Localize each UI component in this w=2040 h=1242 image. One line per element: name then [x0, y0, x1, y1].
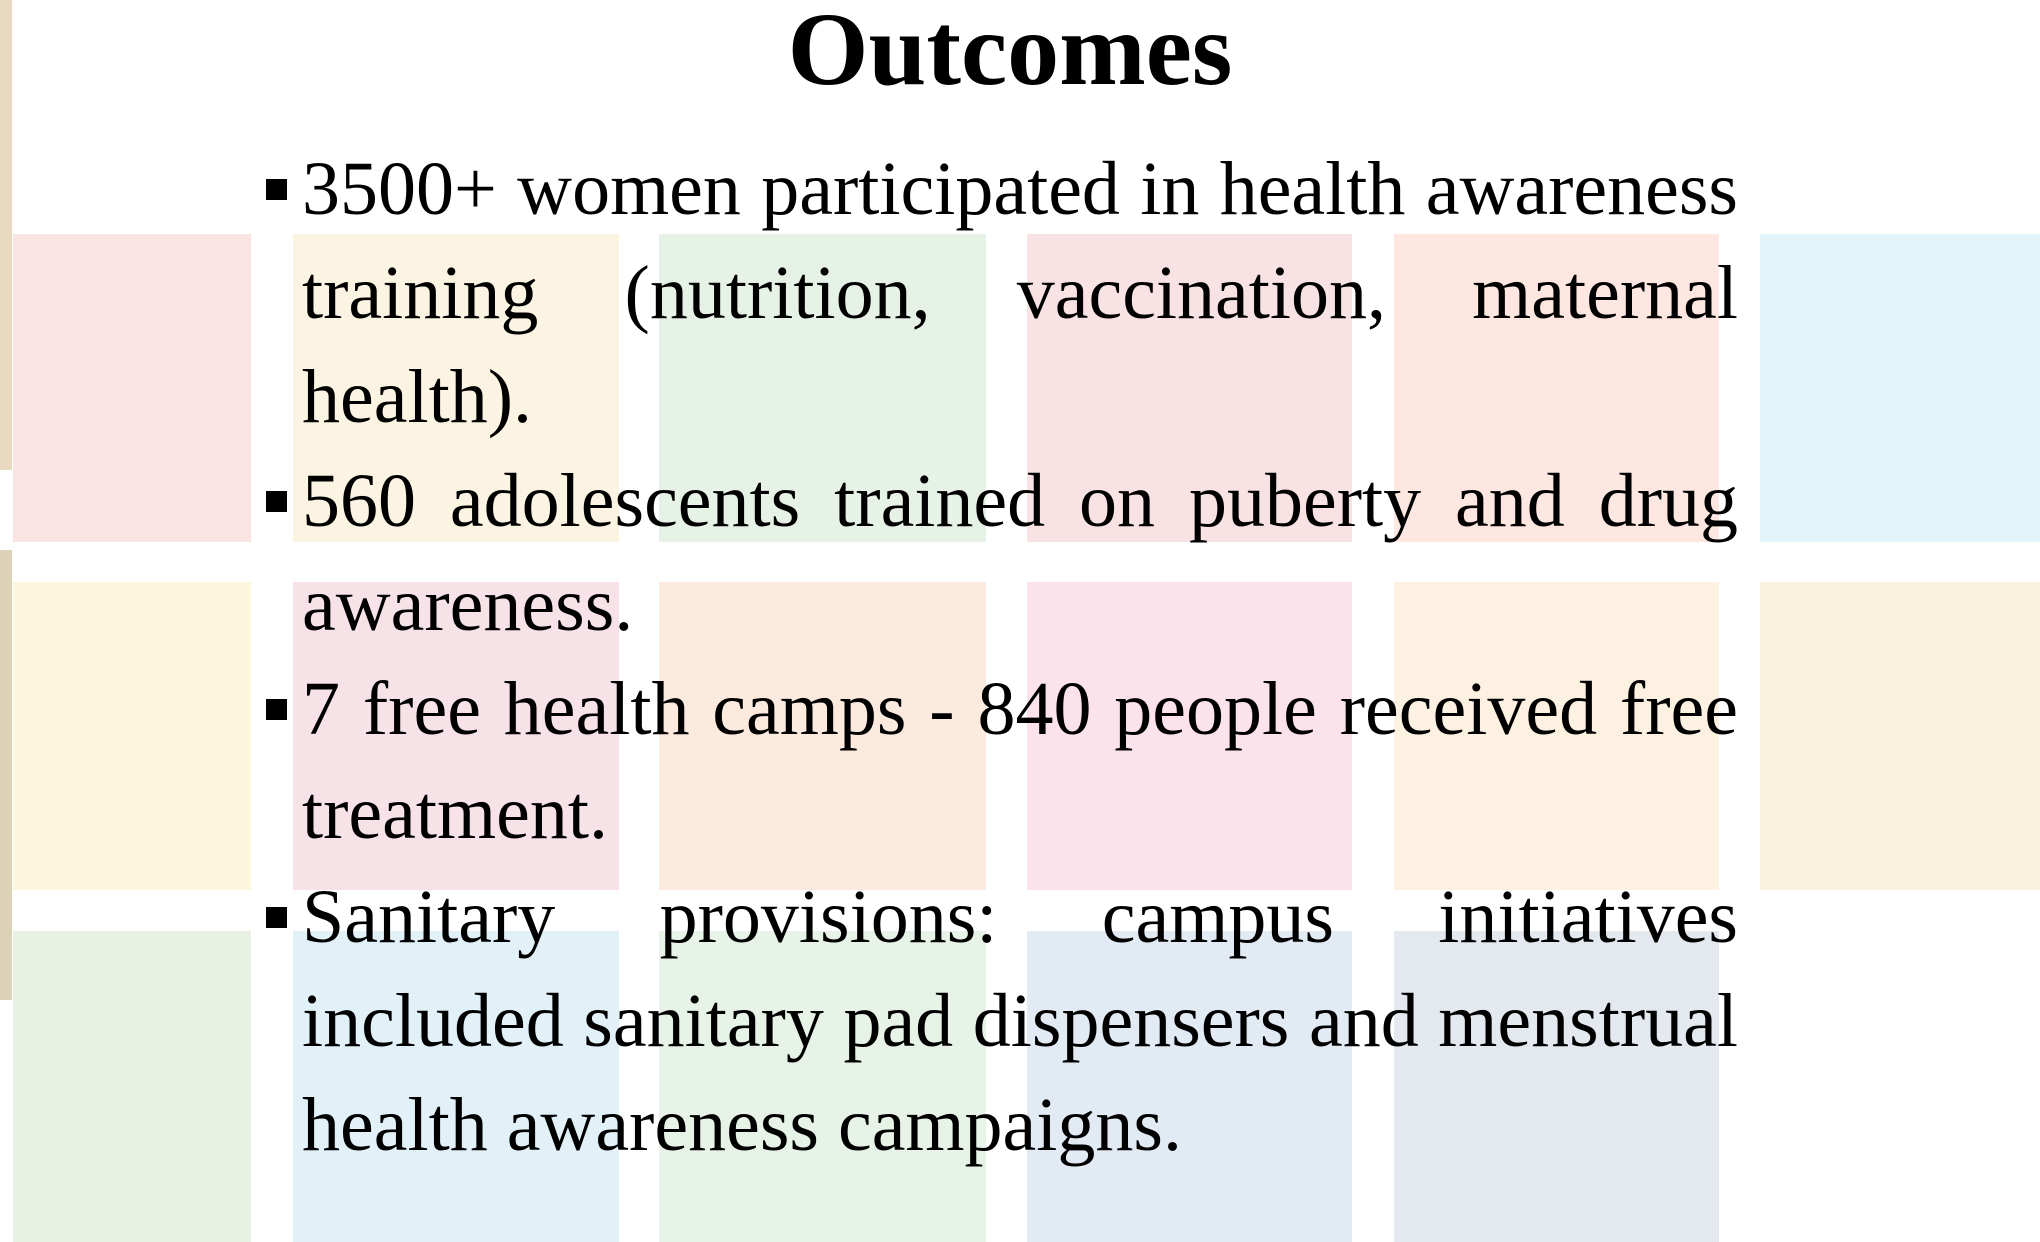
slide-title: Outcomes [787, 0, 1233, 107]
sdg-tile [659, 234, 986, 542]
sdg-tile [1394, 234, 1719, 542]
side-image [0, 0, 12, 470]
bullet-marker [266, 907, 287, 928]
sdg-tile [1394, 582, 1719, 890]
sdg-tile [1027, 931, 1352, 1242]
sdg-tile [13, 582, 251, 890]
sdg-tile [13, 931, 251, 1242]
sdg-tile [293, 234, 619, 542]
sdg-tile [659, 582, 986, 890]
sdg-tile [1394, 931, 1719, 1242]
bullet-list: 3500+ women participated in health aware… [266, 137, 1738, 1177]
bullet-item: 7 free health camps - 840 people receive… [266, 657, 1738, 865]
sdg-tile [13, 234, 251, 542]
bullet-item: 3500+ women participated in health aware… [266, 137, 1738, 449]
bullet-marker [266, 491, 287, 512]
bullet-text: 560 adolescents trained on puberty and d… [302, 459, 1738, 647]
sdg-tile [659, 931, 986, 1242]
sdg-tile [1027, 234, 1352, 542]
side-image [0, 550, 12, 1000]
sdg-tile [1027, 582, 1352, 890]
bullet-item: Sanitary provisions: campus initiatives … [266, 865, 1738, 1177]
bullet-text: Sanitary provisions: campus initiatives … [302, 875, 1738, 1167]
sdg-tile [293, 931, 619, 1242]
sdg-tile [1760, 582, 2040, 890]
bullet-marker [266, 699, 287, 720]
sdg-tile [1760, 234, 2040, 542]
bullet-item: 560 adolescents trained on puberty and d… [266, 449, 1738, 657]
bullet-text: 7 free health camps - 840 people receive… [302, 667, 1738, 855]
sdg-tile [293, 582, 619, 890]
bullet-text: 3500+ women participated in health aware… [302, 147, 1738, 439]
bullet-marker [266, 179, 287, 200]
